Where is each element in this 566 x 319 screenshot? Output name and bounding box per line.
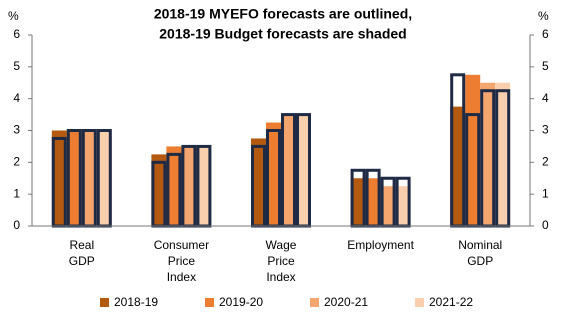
legend-swatch xyxy=(205,298,214,307)
bar xyxy=(81,130,97,226)
bar xyxy=(365,178,381,226)
bar xyxy=(480,82,496,226)
x-tick-label: Price xyxy=(168,254,196,268)
y-tick-label: 0 xyxy=(13,218,20,232)
bar xyxy=(465,74,481,227)
chart-title: 2018-19 MYEFO forecasts are outlined, xyxy=(154,6,412,22)
x-tick-label: GDP xyxy=(69,254,95,268)
x-tick-label: GDP xyxy=(467,254,493,268)
bar xyxy=(450,106,466,226)
bar xyxy=(380,186,396,226)
x-tick-label: Index xyxy=(167,270,196,284)
bar xyxy=(196,146,212,226)
y2-tick-label: 6 xyxy=(542,27,549,41)
y-tick-label: 4 xyxy=(13,91,20,105)
legend-swatch xyxy=(310,298,319,307)
bar xyxy=(350,178,366,226)
bar xyxy=(51,130,67,226)
x-tick-label: Wage xyxy=(266,238,297,252)
y-tick-label: 1 xyxy=(13,186,20,200)
bar xyxy=(281,114,296,226)
x-tick-label: Consumer xyxy=(154,238,209,252)
bar xyxy=(181,146,197,226)
y2-axis-label: % xyxy=(538,9,549,23)
y2-tick-label: 0 xyxy=(542,218,549,232)
y-tick-label: 2 xyxy=(13,155,20,169)
legend-label: 2021-22 xyxy=(429,295,473,309)
legend-label: 2019-20 xyxy=(219,295,263,309)
bar xyxy=(296,114,311,226)
x-tick-label: Nominal xyxy=(458,238,502,252)
x-tick-label: Price xyxy=(267,254,295,268)
y2-tick-label: 1 xyxy=(542,186,549,200)
y2-tick-label: 4 xyxy=(542,91,549,105)
bar xyxy=(251,138,266,226)
bar xyxy=(151,154,167,226)
x-tick-label: Index xyxy=(266,270,295,284)
bar xyxy=(495,82,511,226)
legend-label: 2020-21 xyxy=(324,295,368,309)
legend-swatch xyxy=(415,298,424,307)
y2-tick-label: 5 xyxy=(542,59,549,73)
y-tick-label: 5 xyxy=(13,59,20,73)
y2-tick-label: 2 xyxy=(542,155,549,169)
bar xyxy=(166,146,182,226)
legend-swatch xyxy=(100,298,109,307)
y2-tick-label: 3 xyxy=(542,123,549,137)
bar xyxy=(395,186,411,226)
y-axis-label: % xyxy=(8,9,19,23)
legend-label: 2018-19 xyxy=(114,295,158,309)
y-tick-label: 6 xyxy=(13,27,20,41)
bar xyxy=(96,130,112,226)
chart-title: 2018-19 Budget forecasts are shaded xyxy=(159,26,406,42)
y-tick-label: 3 xyxy=(13,123,20,137)
x-tick-label: Employment xyxy=(347,238,414,252)
bar xyxy=(66,130,82,226)
x-tick-label: Real xyxy=(69,238,94,252)
bar xyxy=(266,122,281,226)
